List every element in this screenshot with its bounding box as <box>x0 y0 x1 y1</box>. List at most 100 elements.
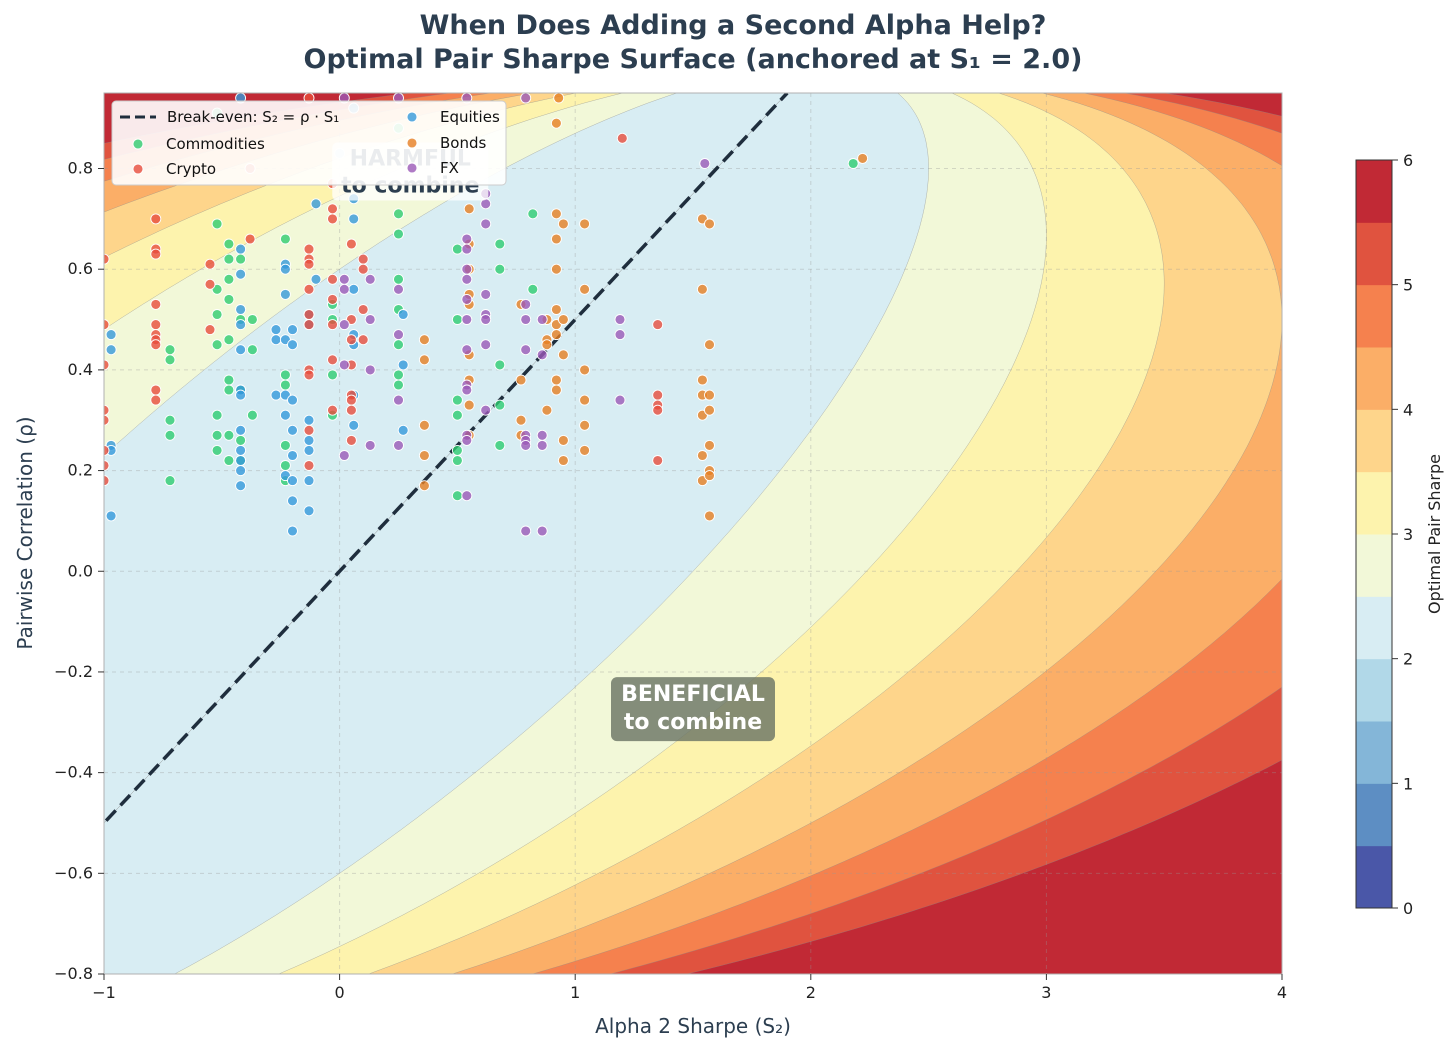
point-commodities-50 <box>451 409 463 421</box>
point-equities-51 <box>348 419 360 431</box>
point-fx-9 <box>364 439 376 451</box>
point-crypto-59 <box>652 455 664 466</box>
point-crypto-41 <box>327 404 338 416</box>
point-crypto-19 <box>204 278 216 290</box>
colorbar-band-10 <box>1356 222 1392 286</box>
y-axis-label: Pairwise Correlation (ρ) <box>13 416 37 649</box>
point-equities-8 <box>235 319 247 331</box>
point-commodities-39 <box>393 208 404 220</box>
point-commodities-48 <box>451 314 463 325</box>
point-crypto-29 <box>303 319 315 331</box>
point-bonds-36 <box>557 455 569 466</box>
y-tick-label-0: −0.8 <box>54 964 93 983</box>
point-equities-1 <box>105 344 117 356</box>
point-fx-21 <box>461 314 473 325</box>
point-fx-3 <box>338 319 350 331</box>
point-commodities-2 <box>164 414 176 426</box>
point-commodities-27 <box>246 344 258 356</box>
point-commodities-43 <box>393 339 404 351</box>
point-crypto-36 <box>327 213 338 225</box>
point-crypto-6 <box>104 460 110 471</box>
point-crypto-5 <box>104 444 110 456</box>
point-equities-30 <box>287 394 298 406</box>
legend-label-equities: Equities <box>440 108 500 126</box>
point-bonds-16 <box>515 414 527 426</box>
colorbar-band-6 <box>1356 471 1392 535</box>
point-crypto-51 <box>357 263 369 275</box>
y-tick-label-7: 0.6 <box>68 259 93 278</box>
point-commodities-33 <box>279 460 291 471</box>
point-commodities-3 <box>164 429 176 441</box>
point-fx-46 <box>536 429 548 441</box>
colorbar-band-0 <box>1356 845 1392 909</box>
point-fx-44 <box>536 314 548 325</box>
legend-break-even-label: Break-even: S₂ = ρ · S₁ <box>167 108 339 126</box>
colorbar-band-11 <box>1356 160 1392 223</box>
point-crypto-24 <box>303 243 315 255</box>
point-fx-47 <box>536 439 548 451</box>
point-crypto-18 <box>204 258 216 270</box>
point-crypto-3 <box>104 404 110 416</box>
point-bonds-5 <box>463 203 475 215</box>
point-bonds-48 <box>696 450 708 461</box>
point-crypto-12 <box>150 319 162 331</box>
colorbar-band-2 <box>1356 721 1392 784</box>
point-bonds-12 <box>463 399 475 411</box>
point-fx-34 <box>480 339 492 351</box>
point-equities-42 <box>303 505 315 517</box>
point-equities-18 <box>270 324 282 336</box>
point-bonds-32 <box>557 218 569 230</box>
y-axis-ticks: −0.8 −0.6 −0.4 −0.2 0.0 0.2 0.4 0.6 0.8 <box>54 159 104 983</box>
x-tick-label-5: 4 <box>1277 983 1287 1002</box>
point-fx-10 <box>393 283 404 295</box>
point-commodities-8 <box>211 339 223 351</box>
plot-frame <box>103 92 1283 975</box>
point-commodities-30 <box>279 369 291 381</box>
point-crypto-39 <box>327 319 338 331</box>
point-commodities-0 <box>164 344 176 356</box>
point-bonds-1 <box>418 354 430 366</box>
point-crypto-47 <box>345 394 357 406</box>
point-crypto-31 <box>303 369 315 381</box>
point-fx-7 <box>364 314 376 325</box>
point-bonds-51 <box>704 339 715 351</box>
point-crypto-0 <box>104 253 110 265</box>
point-fx-36 <box>520 93 532 104</box>
point-commodities-51 <box>451 444 463 456</box>
point-crypto-2 <box>104 359 110 371</box>
point-equities-32 <box>287 450 298 461</box>
legend-swatch-commodities <box>132 138 144 150</box>
point-bonds-25 <box>550 304 562 315</box>
point-commodities-9 <box>211 409 223 421</box>
point-equities-53 <box>397 309 409 320</box>
point-crypto-10 <box>150 248 162 260</box>
point-commodities-41 <box>393 273 404 285</box>
point-bonds-42 <box>579 444 591 456</box>
point-commodities-13 <box>223 253 235 265</box>
point-bonds-3 <box>418 450 430 461</box>
point-crypto-20 <box>204 324 216 336</box>
point-equities-23 <box>279 288 291 300</box>
point-fx-17 <box>461 243 473 255</box>
point-fx-16 <box>461 233 473 245</box>
point-crypto-35 <box>327 203 338 215</box>
point-equities-19 <box>270 334 282 346</box>
point-commodities-17 <box>223 374 235 386</box>
chart-title-line2: Optimal Pair Sharpe Surface (anchored at… <box>304 44 1083 75</box>
colorbar-tick-label-2: 2 <box>1403 650 1413 669</box>
legend-swatch-crypto <box>132 163 144 175</box>
series-equities <box>105 93 409 537</box>
point-commodities-45 <box>393 379 404 391</box>
point-crypto-16 <box>150 384 162 396</box>
series-fx <box>338 93 711 537</box>
point-crypto-27 <box>303 283 315 295</box>
point-commodities-18 <box>223 384 235 396</box>
point-fx-43 <box>520 525 532 537</box>
point-fx-31 <box>480 288 492 300</box>
point-fx-45 <box>536 349 548 361</box>
point-fx-30 <box>480 218 492 230</box>
point-fx-52 <box>699 158 711 169</box>
point-crypto-49 <box>345 434 357 446</box>
point-crypto-32 <box>303 424 315 436</box>
